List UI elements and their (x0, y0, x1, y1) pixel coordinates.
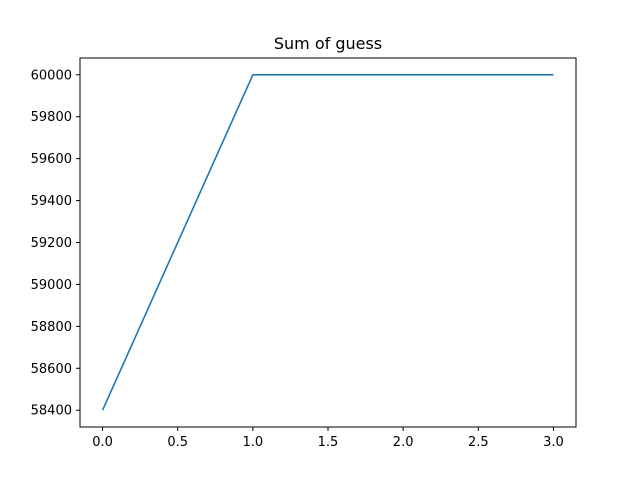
x-tick-label: 3.0 (543, 435, 564, 450)
y-axis-ticks: 58400 58600 58800 59000 59200 59400 59600 59800… (31, 68, 80, 419)
x-tick-label: 1.5 (318, 435, 339, 450)
x-tick-label: 1.0 (243, 435, 264, 450)
y-tick-label: 60000 (31, 68, 72, 83)
series-layer (101, 73, 554, 411)
series-line-0 (101, 73, 554, 411)
x-tick-label: 0.5 (167, 435, 188, 450)
y-tick-label: 59600 (31, 152, 72, 167)
y-tick-label: 58600 (31, 362, 72, 377)
y-tick-label: 58400 (31, 404, 72, 419)
plot-area-frame (79, 57, 577, 428)
x-tick-label: 2.5 (468, 435, 489, 450)
y-tick-label: 59200 (31, 236, 72, 251)
y-tick-label: 59000 (31, 278, 72, 293)
chart-title: Sum of guess (274, 34, 382, 53)
y-tick-label: 59800 (31, 110, 72, 125)
x-axis-ticks: 0.0 0.5 1.0 1.5 2.0 2.5 3.0 (92, 427, 564, 450)
x-tick-label: 0.0 (92, 435, 113, 450)
y-tick-label: 58800 (31, 320, 72, 335)
x-tick-label: 2.0 (393, 435, 414, 450)
y-tick-label: 59400 (31, 194, 72, 209)
